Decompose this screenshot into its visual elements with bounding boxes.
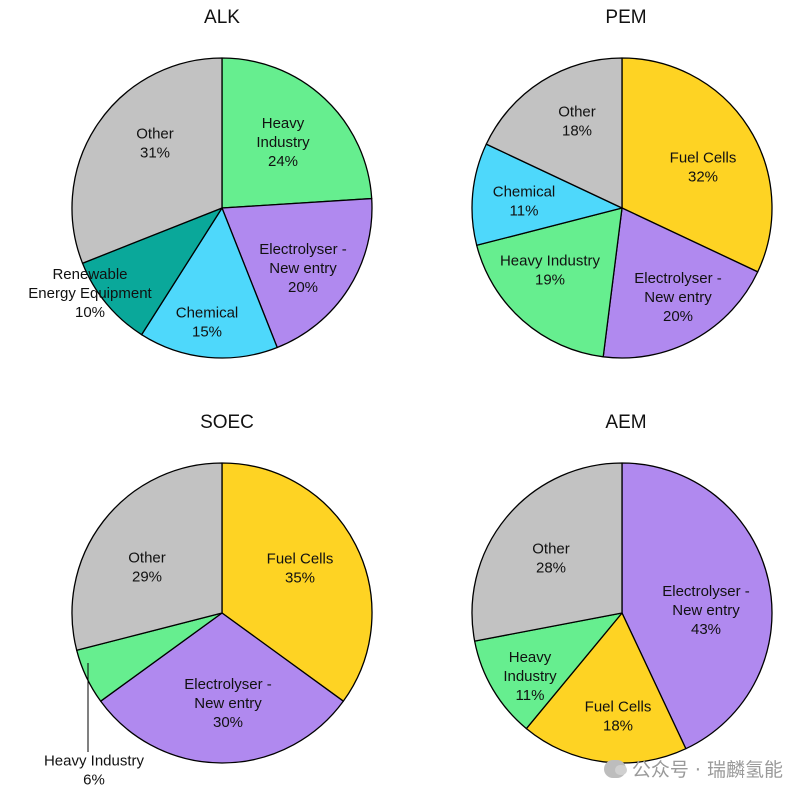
watermark-text: 公众号 · 瑞麟氢能 (631, 759, 783, 781)
pie-slice (221, 57, 373, 209)
pie-slice (485, 57, 623, 209)
pie-slice (221, 462, 373, 702)
slice-label: Renewable Energy Equipment 10% (28, 266, 152, 321)
pie-slice (471, 143, 623, 246)
pie-slice (221, 197, 373, 349)
pie-chart-alk: ALK Heavy Industry 24% Electrolyser -New ent… (28, 7, 373, 359)
chart-title: ALK (204, 7, 240, 28)
slice-label: Electrolyser -New entry 20% (259, 241, 347, 296)
pie-slice (81, 207, 223, 336)
slice-label: Heavy Industry 24% (256, 115, 310, 170)
pie-slice (71, 57, 223, 264)
pie-slice (602, 207, 759, 359)
slice-label: Electrolyser -New entry 20% (634, 270, 722, 325)
chart-title: SOEC (200, 412, 254, 433)
pie-chart-soec: SOEC Fuel Cells 35% Electrolyser -New entry… (44, 412, 373, 789)
pie-chart-pem: PEM Fuel Cells 32% Electrolyser -New entry 2… (471, 7, 773, 359)
slice-label: Chemical 11% (493, 184, 556, 220)
slice-label: Heavy Industry 6% (44, 753, 145, 789)
chart-title: PEM (605, 7, 646, 28)
pie-slice (621, 462, 773, 750)
pie-chart-aem: AEM Electrolyser -New entry 43% Fuel Cells 1… (471, 412, 773, 764)
pie-slice (525, 612, 687, 764)
pie-slice (471, 462, 623, 642)
slice-label: Other 28% (532, 541, 570, 577)
slice-label: Heavy Industry 11% (503, 649, 557, 704)
watermark: 公众号 · 瑞麟氢能 (603, 755, 783, 782)
chart-title: AEM (605, 412, 646, 433)
pie-slice (476, 207, 623, 358)
wechat-icon (603, 759, 627, 778)
slice-label: Electrolyser -New entry 43% (662, 583, 750, 638)
slice-label: Fuel Cells 18% (585, 699, 652, 735)
slice-label: Fuel Cells 35% (267, 551, 334, 587)
pie-slice (71, 462, 223, 651)
slice-label: Heavy Industry 19% (500, 253, 601, 289)
slice-label: Other 31% (136, 126, 174, 162)
slice-label: Other 18% (558, 104, 596, 140)
slice-label: Electrolyser -New entry 30% (184, 676, 272, 731)
pie-slice (621, 57, 773, 273)
pie-slice (140, 207, 278, 359)
slice-label: Fuel Cells 32% (670, 150, 737, 186)
slice-label: Other 29% (128, 550, 166, 586)
pie-slice (474, 612, 623, 730)
pie-slice (100, 612, 344, 764)
slice-label: Chemical 15% (176, 305, 239, 341)
